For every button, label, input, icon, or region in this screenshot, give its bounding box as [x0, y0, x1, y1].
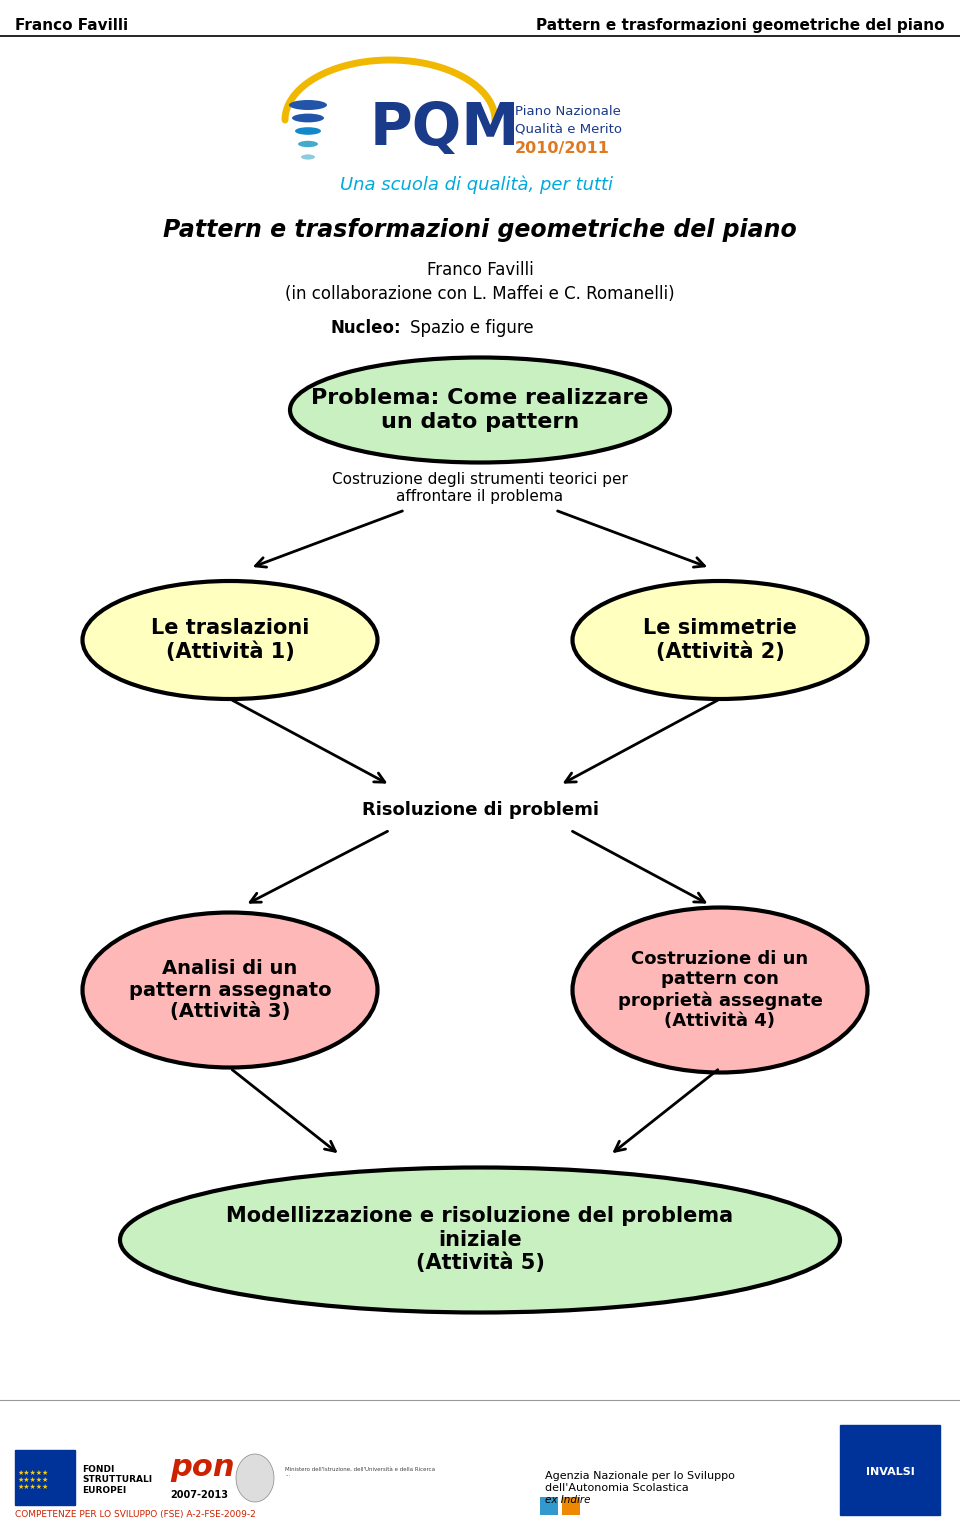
Text: PQM: PQM [370, 100, 520, 157]
Text: Costruzione degli strumenti teorici per
affrontare il problema: Costruzione degli strumenti teorici per … [332, 472, 628, 504]
Text: pon: pon [170, 1454, 234, 1482]
Ellipse shape [295, 128, 321, 135]
Ellipse shape [83, 913, 377, 1067]
Text: Qualità e Merito: Qualità e Merito [515, 123, 622, 135]
Text: FONDI
STRUTTURALI
EUROPEI: FONDI STRUTTURALI EUROPEI [82, 1466, 152, 1495]
Text: Analisi di un
pattern assegnato
(Attività 3): Analisi di un pattern assegnato (Attivit… [129, 959, 331, 1021]
Ellipse shape [289, 100, 327, 110]
Bar [562, 1498, 580, 1514]
Text: 2007-2013: 2007-2013 [170, 1490, 228, 1501]
Ellipse shape [290, 358, 670, 463]
Ellipse shape [83, 581, 377, 699]
Bar [15, 1450, 75, 1505]
Ellipse shape [298, 142, 318, 148]
Bar [540, 1498, 558, 1514]
Text: Una scuola di qualità, per tutti: Una scuola di qualità, per tutti [340, 175, 613, 193]
Text: 2010/2011: 2010/2011 [515, 142, 610, 155]
Text: Franco Favilli: Franco Favilli [426, 260, 534, 279]
Text: Modellizzazione e risoluzione del problema
iniziale
(Attività 5): Modellizzazione e risoluzione del proble… [227, 1207, 733, 1274]
Bar [840, 1425, 940, 1514]
Text: Le traslazioni
(Attività 1): Le traslazioni (Attività 1) [151, 618, 309, 662]
Text: Nucleo:: Nucleo: [330, 320, 400, 336]
Ellipse shape [572, 907, 868, 1073]
Text: ★★★★★
★★★★★
★★★★★: ★★★★★ ★★★★★ ★★★★★ [18, 1470, 49, 1490]
Text: COMPETENZE PER LO SVILUPPO (FSE) A-2-FSE-2009-2: COMPETENZE PER LO SVILUPPO (FSE) A-2-FSE… [15, 1510, 255, 1519]
Text: ex Indire: ex Indire [545, 1495, 590, 1505]
Text: Franco Favilli: Franco Favilli [15, 18, 128, 33]
Ellipse shape [572, 581, 868, 699]
Ellipse shape [236, 1454, 274, 1502]
Ellipse shape [120, 1167, 840, 1312]
Text: Risoluzione di problemi: Risoluzione di problemi [362, 801, 598, 819]
Text: Agenzia Nazionale per lo Sviluppo
dell'Autonomia Scolastica: Agenzia Nazionale per lo Sviluppo dell'A… [545, 1472, 734, 1493]
Text: Ministero dell'Istruzione, dell'Università e della Ricerca
...: Ministero dell'Istruzione, dell'Universi… [285, 1467, 435, 1478]
Text: Pattern e trasformazioni geometriche del piano: Pattern e trasformazioni geometriche del… [537, 18, 945, 33]
Text: Pattern e trasformazioni geometriche del piano: Pattern e trasformazioni geometriche del… [163, 218, 797, 242]
Text: Spazio e figure: Spazio e figure [410, 320, 534, 336]
Text: Piano Nazionale: Piano Nazionale [515, 105, 621, 119]
Ellipse shape [301, 154, 315, 160]
Text: INVALSI: INVALSI [866, 1467, 914, 1476]
Ellipse shape [292, 114, 324, 122]
Text: (in collaborazione con L. Maffei e C. Romanelli): (in collaborazione con L. Maffei e C. Ro… [285, 285, 675, 303]
Text: Problema: Come realizzare
un dato pattern: Problema: Come realizzare un dato patter… [311, 388, 649, 432]
Text: Le simmetrie
(Attività 2): Le simmetrie (Attività 2) [643, 618, 797, 662]
Text: Costruzione di un
pattern con
proprietà assegnate
(Attività 4): Costruzione di un pattern con proprietà … [617, 950, 823, 1030]
